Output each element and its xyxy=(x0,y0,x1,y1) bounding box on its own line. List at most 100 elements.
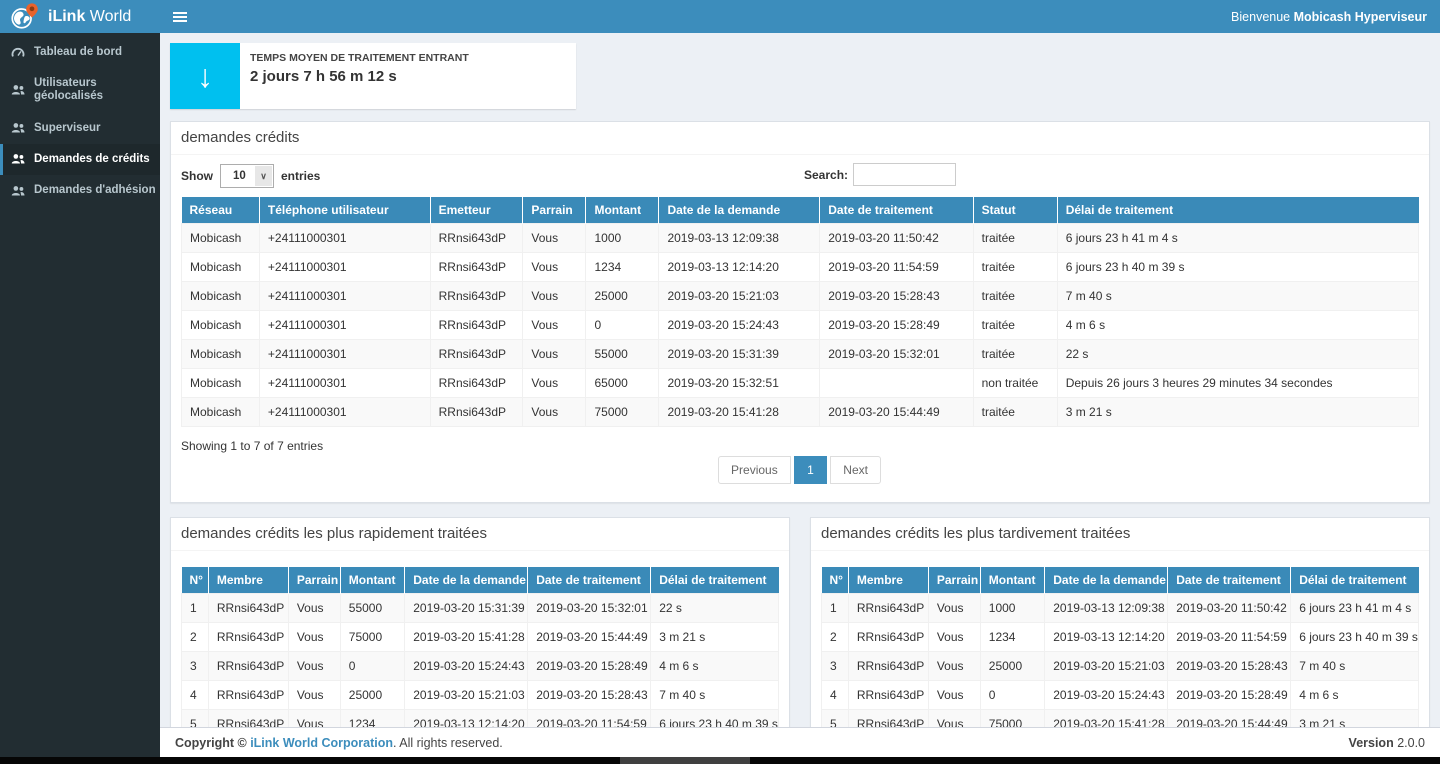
bottom-panels-row: demandes crédits les plus rapidement tra… xyxy=(170,517,1430,754)
sidebar: Tableau de bord Utilisateurs géolocalisé… xyxy=(0,33,160,757)
company-link[interactable]: iLink World Corporation xyxy=(250,735,394,750)
table-cell: 1000 xyxy=(585,223,660,253)
sidebar-item-label: Tableau de bord xyxy=(34,46,122,58)
next-page-button[interactable]: Next xyxy=(830,456,881,484)
table-cell: RRnsi643dP xyxy=(429,310,524,340)
column-header[interactable]: Réseau xyxy=(181,197,260,224)
users-icon xyxy=(11,84,26,96)
search-input[interactable] xyxy=(853,163,957,186)
fastest-credits-panel: demandes crédits les plus rapidement tra… xyxy=(170,517,790,754)
scrollbar-thumb[interactable] xyxy=(620,757,750,764)
table-cell: Vous xyxy=(287,651,341,681)
table-cell: 2019-03-20 15:44:49 xyxy=(819,397,974,427)
sidebar-toggle-button[interactable] xyxy=(173,8,195,26)
column-header[interactable]: Emetteur xyxy=(429,197,523,224)
table-cell: +24111000301 xyxy=(258,310,431,340)
table-cell: +24111000301 xyxy=(258,339,431,369)
stat-card-title: TEMPS MOYEN DE TRAITEMENT ENTRANT xyxy=(250,52,469,64)
fastest-panel-body: N° Membre Parrain Montant Date de la demande… xyxy=(171,551,789,753)
table-cell: Vous xyxy=(927,680,981,710)
table-cell: 2019-03-20 15:41:28 xyxy=(658,397,821,427)
table-cell: 75000 xyxy=(585,397,660,427)
users-icon xyxy=(11,185,26,197)
table-header-row: N° Membre Parrain Montant Date de la demande… xyxy=(821,567,1419,594)
column-header: Délai de traitement xyxy=(650,567,779,594)
sidebar-item-utilisateurs-geolocalises[interactable]: Utilisateurs géolocalisés xyxy=(0,68,160,112)
column-header[interactable]: Parrain xyxy=(522,197,586,224)
table-cell: 55000 xyxy=(339,593,406,623)
table-cell: 1000 xyxy=(979,593,1046,623)
table-cell: RRnsi643dP xyxy=(847,651,929,681)
table-cell: traitée xyxy=(972,223,1058,253)
table-cell: +24111000301 xyxy=(258,223,431,253)
app-logo[interactable]: iLink World xyxy=(0,0,160,33)
page-1-button[interactable]: 1 xyxy=(794,456,827,484)
table-cell: 7 m 40 s xyxy=(1290,651,1419,681)
table-cell: 0 xyxy=(979,680,1046,710)
table-cell: Depuis 26 jours 3 heures 29 minutes 34 s… xyxy=(1056,368,1420,398)
avg-processing-time-card: ↓ TEMPS MOYEN DE TRAITEMENT ENTRANT 2 jo… xyxy=(170,43,576,109)
table-cell: 2019-03-20 15:28:43 xyxy=(1167,651,1292,681)
table-cell: 2019-03-13 12:14:20 xyxy=(1044,622,1169,652)
table-cell: RRnsi643dP xyxy=(207,593,289,623)
table-cell: traitée xyxy=(972,397,1058,427)
column-header: N° xyxy=(821,567,849,594)
sidebar-item-tableau-de-bord[interactable]: Tableau de bord xyxy=(0,37,160,68)
column-header[interactable]: Montant xyxy=(585,197,659,224)
top-header: iLink World Bienvenue Mobicash Hypervise… xyxy=(0,0,1440,33)
table-row: 3 RRnsi643dP Vous 25000 2019-03-20 15:21:03 2… xyxy=(821,651,1419,681)
column-header: Membre xyxy=(207,567,289,594)
table-cell: Mobicash xyxy=(181,339,260,369)
table-header-row: N° Membre Parrain Montant Date de la demande… xyxy=(181,567,779,594)
stat-card-value: 2 jours 7 h 56 m 12 s xyxy=(250,68,397,85)
sidebar-menu: Tableau de bord Utilisateurs géolocalisé… xyxy=(0,33,160,206)
table-row: 2 RRnsi643dP Vous 1234 2019-03-13 12:14:20 20… xyxy=(821,622,1419,652)
table-cell: 3 m 21 s xyxy=(650,622,779,652)
credits-panel-title: demandes crédits xyxy=(171,122,1429,155)
sidebar-item-demandes-de-credits[interactable]: Demandes de crédits xyxy=(0,143,160,176)
table-header-row: Réseau Téléphone utilisateur Emetteur Parra… xyxy=(181,197,1419,224)
table-cell: Vous xyxy=(927,651,981,681)
table-cell: traitée xyxy=(972,339,1058,369)
column-header[interactable]: Téléphone utilisateur xyxy=(258,197,431,224)
table-cell: RRnsi643dP xyxy=(847,593,929,623)
slowest-panel-title: demandes crédits les plus tardivement tr… xyxy=(811,518,1429,551)
table-cell: 1 xyxy=(821,593,849,623)
table-cell: 2019-03-20 15:31:39 xyxy=(404,593,529,623)
table-cell: 2019-03-20 15:32:01 xyxy=(819,339,974,369)
previous-page-button[interactable]: Previous xyxy=(718,456,791,484)
table-row: Mobicash +24111000301 RRnsi643dP Vous 0 2019-… xyxy=(181,310,1420,340)
sidebar-item-label: Demandes d'adhésion xyxy=(34,184,156,197)
page-length-select[interactable]: 10 xyxy=(221,165,273,187)
table-cell: 3 xyxy=(181,651,209,681)
bottom-scrollbar[interactable] xyxy=(0,757,1440,764)
table-cell: Vous xyxy=(927,622,981,652)
column-header[interactable]: Date de la demande xyxy=(658,197,820,224)
copyright-prefix: Copyright © xyxy=(175,735,251,750)
table-cell: Mobicash xyxy=(181,368,260,398)
sidebar-item-label: Utilisateurs géolocalisés xyxy=(34,77,104,103)
table-cell: 2019-03-20 15:32:01 xyxy=(527,593,652,623)
table-cell: 75000 xyxy=(339,622,406,652)
table-cell: Mobicash xyxy=(181,310,260,340)
table-cell: 2019-03-20 15:28:49 xyxy=(527,651,652,681)
table-cell: Vous xyxy=(287,622,341,652)
table-cell: 65000 xyxy=(585,368,660,398)
table-cell: 2019-03-20 11:50:42 xyxy=(819,223,974,253)
column-header[interactable]: Statut xyxy=(972,197,1058,224)
users-icon xyxy=(11,153,26,165)
table-cell: 22 s xyxy=(1056,339,1420,369)
column-header: Date de traitement xyxy=(1167,567,1291,594)
column-header[interactable]: Date de traitement xyxy=(819,197,974,224)
sidebar-item-label: Demandes de crédits xyxy=(34,152,150,165)
table-cell: 2 xyxy=(181,622,209,652)
sidebar-item-superviseur[interactable]: Superviseur xyxy=(0,113,160,144)
column-header[interactable]: Délai de traitement xyxy=(1056,197,1419,224)
footer: Copyright © iLink World Corporation. All… xyxy=(160,727,1440,757)
table-cell: 4 m 6 s xyxy=(1290,680,1419,710)
fastest-credits-table: N° Membre Parrain Montant Date de la demande… xyxy=(181,567,779,739)
sidebar-item-demandes-adhesion[interactable]: Demandes d'adhésion xyxy=(0,175,160,206)
table-row: 1 RRnsi643dP Vous 55000 2019-03-20 15:31:39 2… xyxy=(181,593,779,623)
table-cell: +24111000301 xyxy=(258,281,431,311)
column-header: Date de la demande xyxy=(1044,567,1168,594)
